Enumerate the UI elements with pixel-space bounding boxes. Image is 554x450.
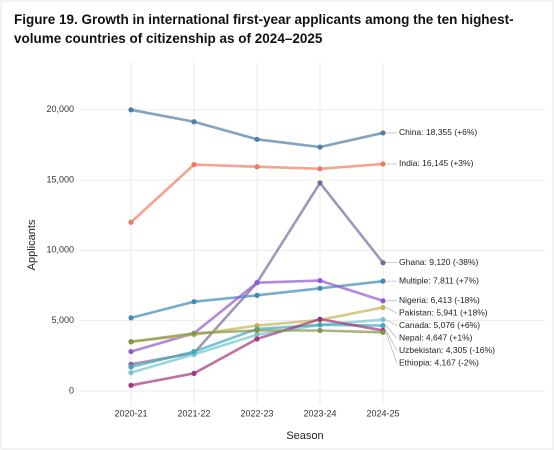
leader-line bbox=[385, 332, 398, 364]
point bbox=[317, 327, 323, 334]
point bbox=[128, 315, 134, 321]
point bbox=[128, 370, 134, 376]
point bbox=[317, 277, 323, 284]
point bbox=[317, 144, 323, 150]
point bbox=[191, 348, 197, 355]
point bbox=[380, 161, 386, 167]
series-label: Multiple: 7,811 (+7%) bbox=[399, 275, 479, 285]
leader-line bbox=[385, 319, 398, 327]
point bbox=[128, 364, 134, 370]
y-tick-label: 0 bbox=[69, 385, 74, 395]
y-tick-label: 10,000 bbox=[46, 245, 74, 255]
point bbox=[254, 280, 260, 286]
point bbox=[128, 382, 134, 388]
y-tick-label: 20,000 bbox=[46, 104, 74, 114]
x-tick-label: 2023-24 bbox=[303, 408, 336, 418]
point bbox=[380, 298, 386, 304]
x-tick-label: 2022-23 bbox=[240, 408, 273, 418]
point bbox=[254, 332, 260, 338]
point bbox=[191, 162, 197, 168]
point bbox=[317, 166, 323, 172]
point bbox=[380, 323, 386, 329]
x-tick-label: 2020-21 bbox=[114, 408, 147, 418]
x-axis-title: Season bbox=[286, 430, 323, 442]
series-label: Nepal: 4,647 (+1%) bbox=[399, 333, 473, 343]
x-tick-label: 2021-22 bbox=[177, 408, 210, 418]
point bbox=[380, 130, 386, 136]
point bbox=[128, 107, 134, 113]
chart-title: Figure 19. Growth in international first… bbox=[14, 12, 514, 46]
point bbox=[128, 339, 134, 345]
point bbox=[380, 316, 386, 323]
point bbox=[380, 329, 386, 335]
point bbox=[317, 322, 323, 328]
y-tick-label: 15,000 bbox=[46, 174, 74, 184]
point bbox=[254, 136, 260, 142]
point bbox=[128, 348, 134, 355]
series-label: India: 16,145 (+3%) bbox=[399, 158, 474, 168]
point bbox=[254, 336, 260, 342]
series-label: China: 18,355 (+6%) bbox=[399, 127, 477, 137]
x-tick-label: 2024-25 bbox=[366, 408, 399, 418]
point bbox=[128, 219, 134, 225]
leader-line bbox=[385, 325, 398, 339]
series-label: Ghana: 9,120 (-38%) bbox=[399, 257, 479, 267]
series-label: Uzbekistan: 4,305 (-16%) bbox=[399, 345, 495, 355]
point bbox=[380, 260, 386, 266]
y-axis-title: Applicants bbox=[26, 219, 38, 270]
point bbox=[254, 292, 260, 298]
series-label: Canada: 5,076 (+6%) bbox=[399, 320, 480, 330]
point bbox=[317, 180, 323, 186]
point bbox=[380, 304, 386, 311]
point bbox=[191, 330, 197, 336]
point bbox=[254, 164, 260, 170]
series-label: Nigeria: 6,413 (-18%) bbox=[399, 295, 480, 305]
point bbox=[254, 327, 260, 334]
point bbox=[317, 285, 323, 291]
series-label: Pakistan: 5,941 (+18%) bbox=[399, 308, 488, 318]
point bbox=[317, 316, 323, 322]
series-label: Ethiopia: 4,167 (-2%) bbox=[399, 358, 479, 368]
point bbox=[380, 278, 386, 284]
leader-line bbox=[385, 307, 398, 314]
y-tick-label: 5,000 bbox=[51, 315, 74, 325]
leader-line bbox=[385, 330, 398, 351]
point bbox=[191, 370, 197, 376]
point bbox=[191, 119, 197, 125]
point bbox=[191, 299, 197, 305]
